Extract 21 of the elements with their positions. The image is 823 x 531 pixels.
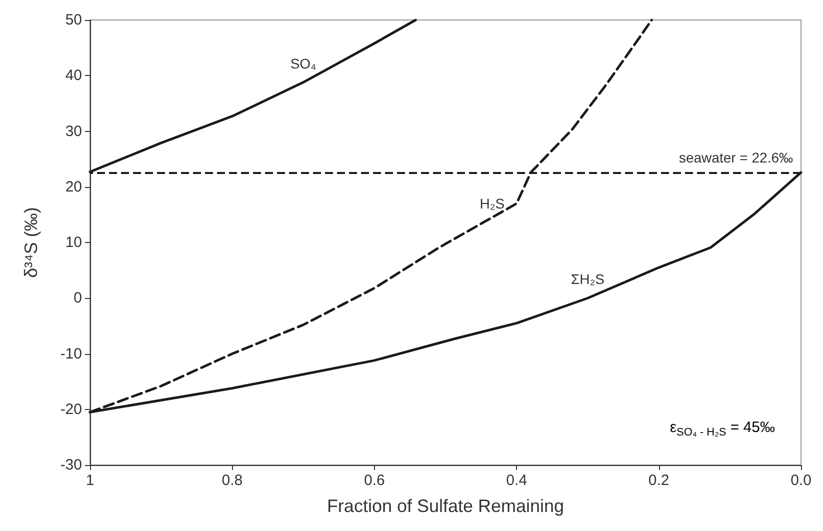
x-tick-label: 0.8 [222, 472, 243, 489]
y-tick-label: 10 [65, 234, 82, 251]
x-axis-title: Fraction of Sulfate Remaining [326, 496, 564, 516]
x-tick-label: 0.2 [648, 472, 670, 489]
series-label: ΣH₂S [570, 271, 604, 288]
y-tick-label: -10 [60, 345, 82, 362]
series-label: H₂S [480, 196, 505, 212]
y-axis-title: δ³⁴S (‰) [21, 207, 41, 278]
y-tick-label: 0 [74, 290, 82, 307]
x-tick-label: 0.0 [790, 472, 812, 489]
y-tick-label: 50 [65, 12, 82, 28]
y-tick-label: -20 [60, 400, 82, 418]
y-tick-label: 20 [65, 178, 82, 196]
y-tick-label: 40 [65, 67, 82, 84]
ref-line-label: seawater = 22.6‰ [678, 149, 793, 166]
y-tick-label: 30 [65, 122, 82, 140]
x-tick-label: 1 [86, 472, 94, 489]
x-tick-label: 0.4 [506, 472, 528, 489]
y-tick-label: -30 [60, 456, 82, 474]
x-tick-label: 0.6 [364, 472, 385, 489]
series-label: SO₄ [290, 55, 317, 72]
